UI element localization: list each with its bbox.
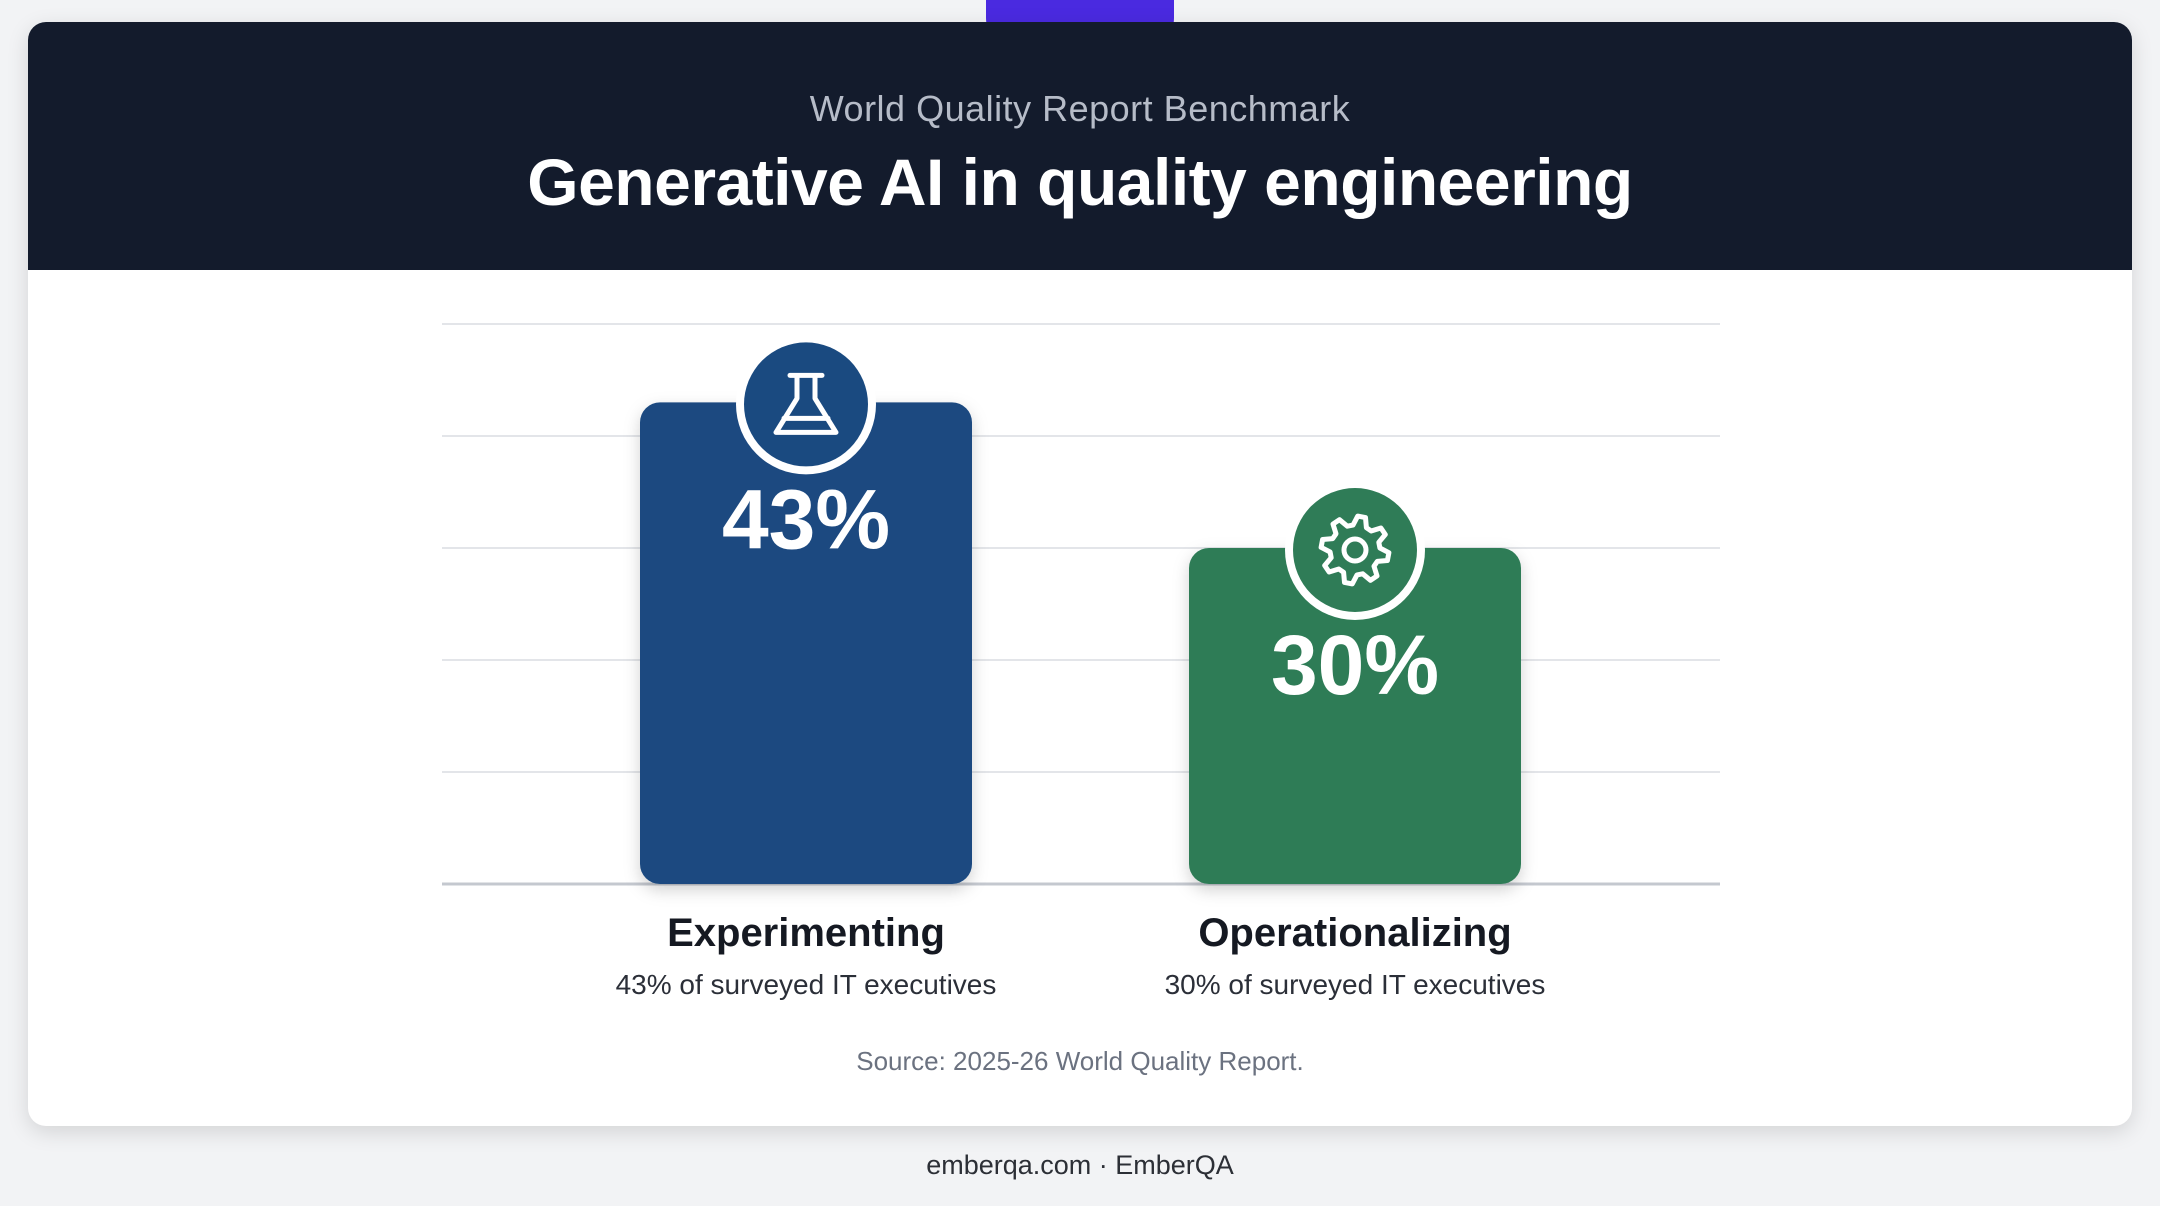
bar (640, 402, 972, 884)
category-description: 30% of surveyed IT executives (1165, 969, 1546, 1000)
bar-group-experimenting: 43% Experimenting 43% of surveyed IT execu… (616, 334, 997, 1000)
source-note: Source: 2025-26 World Quality Report. (856, 1046, 1304, 1076)
bar-group-operationalizing: 30% Operationalizing 30% of surveyed IT ex… (1165, 480, 1546, 1000)
bar (1189, 548, 1521, 884)
icon-badge (1293, 488, 1417, 612)
gear-hub (1341, 536, 1369, 564)
header-kicker: World Quality Report Benchmark (809, 88, 1351, 129)
bar-value-label: 43% (722, 472, 890, 566)
category-label: Experimenting (667, 911, 945, 955)
category-description: 43% of surveyed IT executives (616, 969, 997, 1000)
header-banner: World Quality Report Benchmark Generativ… (28, 22, 2132, 270)
flask-outline (773, 373, 839, 435)
flask-icon (773, 372, 839, 435)
category-label: Operationalizing (1198, 911, 1511, 955)
gear-icon (1318, 513, 1392, 587)
bar-value-label: 30% (1271, 618, 1439, 712)
bar-chart: 43% Experimenting 43% of surveyed IT execu… (442, 323, 1720, 1000)
footer-credit: emberqa.com · EmberQA (926, 1150, 1234, 1180)
chart-title: Generative AI in quality engineering (527, 145, 1633, 219)
icon-badge (744, 342, 868, 467)
gear-teeth (1318, 513, 1392, 587)
chart-card: World Quality Report Benchmark Generativ… (28, 22, 2132, 1126)
